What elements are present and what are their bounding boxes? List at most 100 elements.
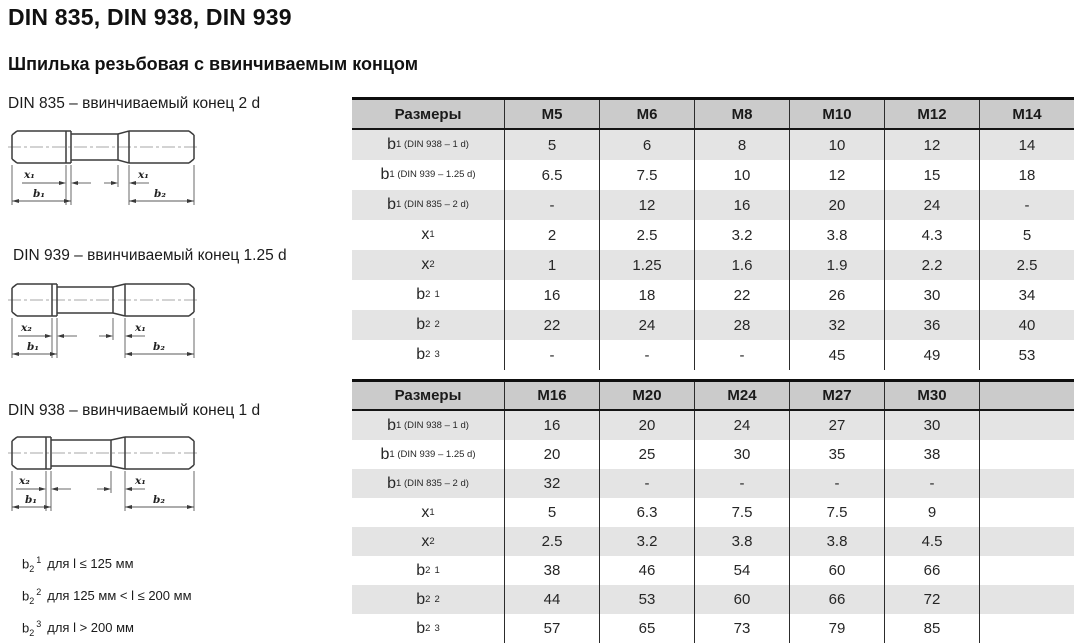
table-cell: 2.2 [884, 250, 979, 280]
table-cell: 10 [789, 130, 884, 160]
drawing-label-din-938: DIN 938 – ввинчиваемый конец 1 d [8, 402, 261, 419]
table-cell [979, 498, 1074, 527]
table-cell: 49 [884, 340, 979, 370]
table-cell: 7.5 [599, 160, 694, 190]
table-cell: - [599, 340, 694, 370]
header-col: M12 [884, 100, 979, 128]
table-cell: 2 [504, 220, 599, 250]
table-cell: 5 [504, 498, 599, 527]
table-cell: 16 [504, 411, 599, 440]
table-cell: - [884, 469, 979, 498]
table-cell: 22 [694, 280, 789, 310]
table-cell: 79 [789, 614, 884, 643]
table-cell: 2.5 [504, 527, 599, 556]
table-cell: 7.5 [789, 498, 884, 527]
table-cell: 66 [789, 585, 884, 614]
dim-label-b-left: b₁ [33, 188, 45, 200]
dim-label-x-right: x₁ [137, 169, 149, 181]
table-cell: 73 [694, 614, 789, 643]
table-cell [979, 556, 1074, 585]
table-cell: 35 [789, 440, 884, 469]
table-cell: 4.3 [884, 220, 979, 250]
table-cell: 22 [504, 310, 599, 340]
table-cell: 12 [599, 190, 694, 220]
table-cell: 3.8 [694, 527, 789, 556]
table-cell: 18 [599, 280, 694, 310]
dim-label-b-right: b₂ [153, 341, 165, 353]
dim-label-b-right: b₂ [154, 188, 166, 200]
table-cell: - [789, 469, 884, 498]
table-cell [979, 585, 1074, 614]
header-size-label: Размеры [394, 387, 462, 404]
table-cell: 18 [979, 160, 1074, 190]
table-cell: 66 [884, 556, 979, 585]
table-cell: 36 [884, 310, 979, 340]
header-col: M27 [789, 382, 884, 409]
table-cell: 12 [789, 160, 884, 190]
table-cell: - [694, 340, 789, 370]
footnote-b2-2: b22 для 125 мм < l ≤ 200 мм [22, 587, 192, 606]
table-cell: 3.2 [599, 527, 694, 556]
table-cell: 10 [694, 160, 789, 190]
table-header-row: Размеры M16 M20 M24 M27 M30 [352, 382, 1074, 411]
table-row: b 2 1 16 18 22 26 30 34 [352, 280, 1074, 310]
table-cell: 2.5 [979, 250, 1074, 280]
table-cell: 24 [694, 411, 789, 440]
table-cell: 24 [884, 190, 979, 220]
table-cell: 1.9 [789, 250, 884, 280]
table-row: b 2 2 44 53 60 66 72 [352, 585, 1074, 614]
table-cell: 32 [504, 469, 599, 498]
table-cell: 2.5 [599, 220, 694, 250]
table-cell: 32 [789, 310, 884, 340]
table-cell: 14 [979, 130, 1074, 160]
table-cell: 27 [789, 411, 884, 440]
header-col: M14 [979, 100, 1074, 128]
size-table-m16-m30: Размеры M16 M20 M24 M27 M30 b 1 (DIN 938 – 1 d)… [352, 379, 1074, 643]
table-cell: 3.8 [789, 220, 884, 250]
table-cell: 24 [599, 310, 694, 340]
table-cell: 8 [694, 130, 789, 160]
table-cell: 1 [504, 250, 599, 280]
din-938-stud-drawing: x₂ x₁ b₁ b₂ [8, 436, 200, 511]
table-cell: 7.5 [694, 498, 789, 527]
dim-label-x-left: x₂ [18, 475, 30, 487]
table-cell: 46 [599, 556, 694, 585]
table-cell: - [979, 190, 1074, 220]
table-cell: 72 [884, 585, 979, 614]
dim-label-x-right: x₁ [134, 322, 146, 334]
table-cell: 34 [979, 280, 1074, 310]
table-row: b 2 2 22 24 28 32 36 40 [352, 310, 1074, 340]
table-cell: 6.5 [504, 160, 599, 190]
table-cell: 5 [504, 130, 599, 160]
table-cell: 1.25 [599, 250, 694, 280]
table-cell: - [599, 469, 694, 498]
table-cell: 5 [979, 220, 1074, 250]
header-col: M16 [504, 382, 599, 409]
page-title: DIN 835, DIN 938, DIN 939 [8, 4, 292, 30]
table-cell: 30 [884, 411, 979, 440]
dim-label-b-right: b₂ [153, 494, 165, 506]
table-cell: 20 [599, 411, 694, 440]
table-cell: - [504, 190, 599, 220]
table-cell: 3.8 [789, 527, 884, 556]
din-835-stud-drawing: x₁ x₁ b₁ b₂ [8, 130, 200, 205]
dim-label-x-left: x₁ [23, 169, 35, 181]
table-row: x 1 2 2.5 3.2 3.8 4.3 5 [352, 220, 1074, 250]
table-cell: 30 [694, 440, 789, 469]
table-cell: 54 [694, 556, 789, 585]
table-cell: 20 [504, 440, 599, 469]
header-col: M24 [694, 382, 789, 409]
